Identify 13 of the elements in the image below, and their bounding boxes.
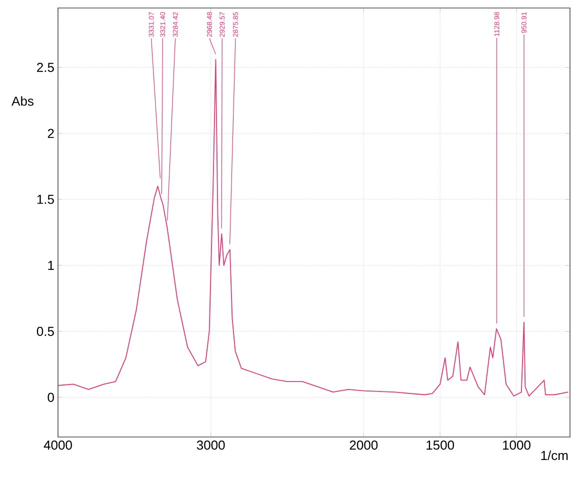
x-axis-title: 1/cm (541, 450, 568, 460)
y-tick-label: 0.5 (36, 326, 54, 336)
x-tick-label: 1500 (426, 440, 454, 450)
x-tick-label: 3000 (196, 440, 225, 450)
y-tick-label: 1 (48, 260, 54, 270)
y-tick-label: 2.5 (37, 62, 54, 72)
y-tick-label: 2 (48, 128, 54, 138)
x-tick-label: 1000 (503, 440, 530, 450)
y-tick-label: 1.5 (37, 194, 54, 204)
x-tick-label: 2000 (350, 440, 378, 450)
y-axis-title: Abs (12, 96, 34, 106)
x-tick-label: 4000 (44, 440, 72, 450)
y-tick-label: 0 (48, 392, 54, 402)
